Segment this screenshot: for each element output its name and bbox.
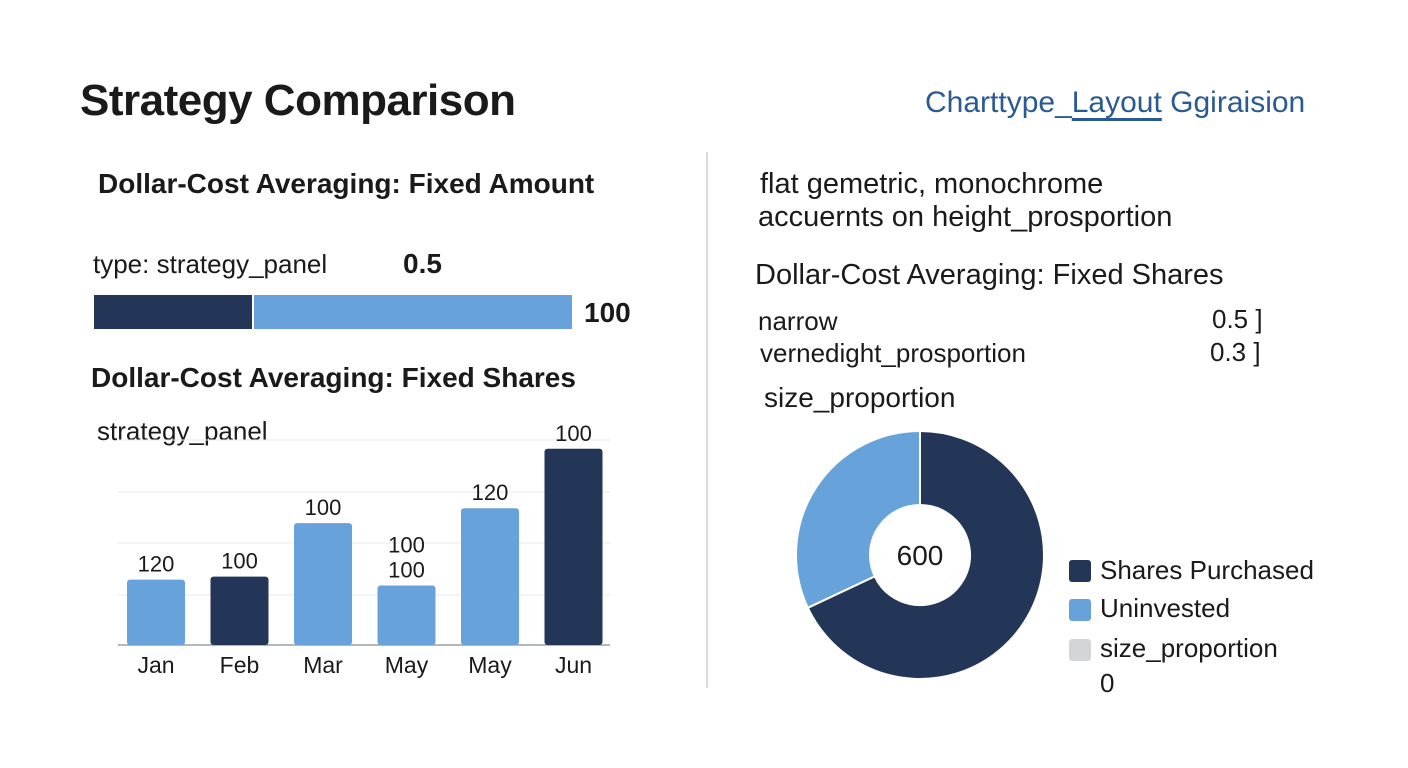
bar-may [377, 585, 436, 645]
x-tick-label: Feb [220, 652, 260, 678]
x-tick-label: Jan [137, 652, 174, 678]
legend-label-uninvested: Uninvested [1100, 593, 1231, 623]
link-underlined: Layout [1071, 86, 1162, 119]
donut-slice-shares-purchased [806, 429, 1045, 680]
legend-extra-value: 0 [1100, 668, 1115, 698]
x-tick-label: May [468, 652, 512, 678]
row-label-height: vernedight_prosportion [760, 338, 1026, 368]
bar-data-label: 100 [221, 549, 258, 574]
style-note-line2: accuernts on height_prosportion [758, 201, 1173, 233]
page-title: Strategy Comparison [80, 76, 516, 125]
size-proportion-label: size_proportion [764, 382, 956, 413]
donut-chart: 600 [795, 429, 1045, 680]
bar-jan [127, 579, 185, 645]
donut-slice-uninvested [795, 429, 921, 610]
donut-center-label: 600 [897, 540, 944, 571]
bar-data-label: 120 [472, 480, 509, 505]
panel-divider [706, 152, 708, 688]
panel-label: strategy_panel [97, 416, 268, 446]
right-heading: Dollar-Cost Averaging: Fixed Shares [755, 259, 1224, 291]
legend-swatch-shares [1069, 560, 1091, 582]
fixed-amount-heading: Dollar-Cost Averaging: Fixed Amount [98, 168, 595, 199]
bar-mar [294, 523, 352, 645]
bar-data-label: 120 [138, 552, 175, 577]
bar-data-label: 100 [305, 495, 342, 520]
legend-label-size: size_proportion [1100, 633, 1278, 663]
row-label-narrow: narrow [758, 306, 838, 336]
link-prefix: Charttype_ [925, 86, 1072, 119]
stacked-bar-end-value: 100 [584, 297, 631, 328]
bar-may [461, 508, 519, 645]
row-value-narrow: 0.5 ] [1212, 304, 1263, 334]
bar-data-label: 100 [555, 425, 592, 446]
x-tick-label: Jun [555, 652, 592, 678]
bar-feb [210, 576, 269, 645]
legend-label-shares: Shares Purchased [1100, 555, 1314, 585]
bar-jun [544, 448, 603, 645]
legend-swatch-size [1069, 639, 1091, 661]
type-label: type: strategy_panel [93, 249, 328, 279]
chart-type-link[interactable]: Charttype_Layout Ggiraision [925, 86, 1305, 120]
stacked-bar-segment-dark [94, 295, 252, 329]
bar-data-label: 100 [388, 558, 425, 583]
fixed-shares-heading: Dollar-Cost Averaging: Fixed Shares [91, 362, 576, 393]
row-value-height: 0.3 ] [1210, 337, 1261, 367]
link-suffix: Ggiraision [1161, 86, 1306, 119]
proportion-value: 0.5 [403, 248, 442, 279]
x-tick-label: May [385, 652, 429, 678]
x-tick-label: Mar [303, 652, 343, 678]
bar-data-label: 100 [388, 533, 425, 558]
style-note-line1: flat gemetric, monochrome [760, 168, 1104, 200]
legend-swatch-uninvested [1069, 599, 1091, 621]
stacked-bar-segment-light [254, 295, 572, 329]
